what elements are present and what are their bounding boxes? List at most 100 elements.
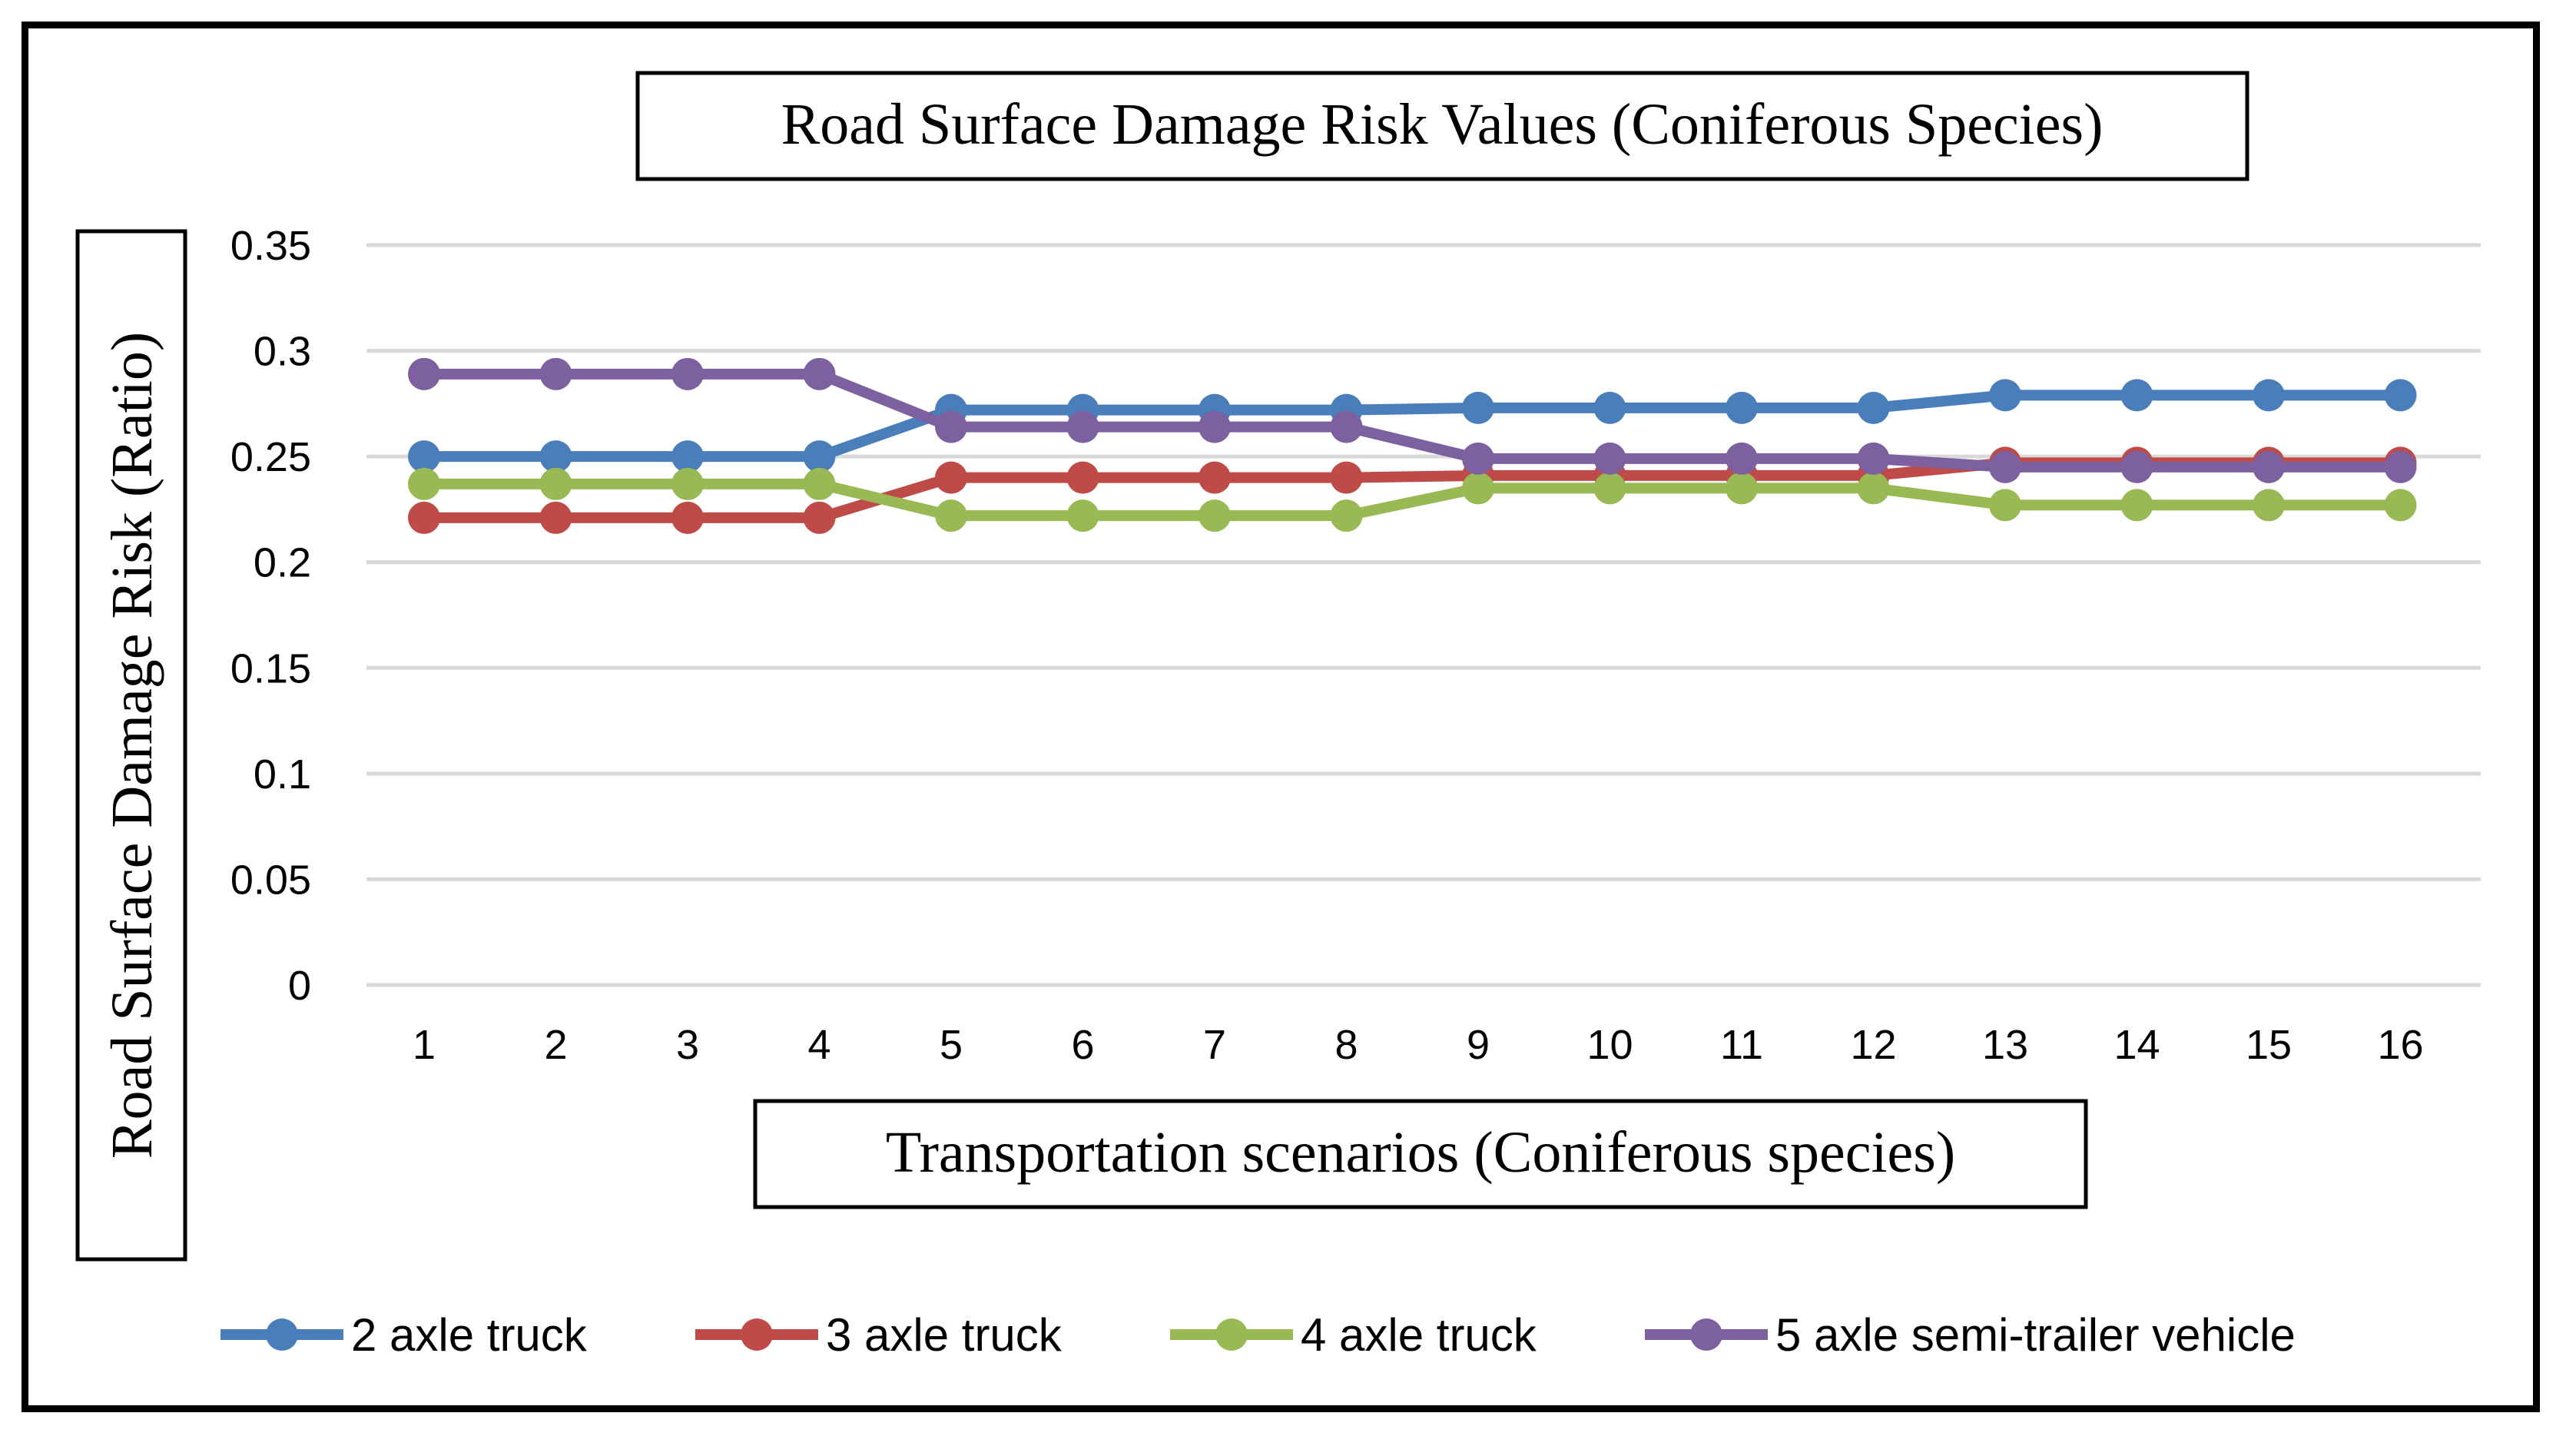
data-point [1989, 489, 2021, 522]
data-point [803, 357, 836, 390]
data-point [1462, 472, 1494, 505]
x-tick-label: 1 [413, 1022, 436, 1068]
x-tick-label: 14 [2114, 1022, 2160, 1068]
data-point [539, 440, 572, 473]
data-point [1198, 461, 1231, 494]
x-tick-label: 2 [544, 1022, 567, 1068]
legend-item: 5 axle semi-trailer vehicle [1645, 1309, 2296, 1361]
legend-item: 4 axle truck [1170, 1309, 1537, 1361]
x-tick-label: 8 [1334, 1022, 1358, 1068]
data-point [2120, 450, 2153, 483]
x-tick-label: 7 [1203, 1022, 1226, 1068]
data-point [1857, 442, 1890, 475]
series-line [424, 478, 2401, 522]
data-point [1726, 442, 1758, 475]
data-point [408, 357, 440, 390]
y-tick-label: 0.05 [230, 857, 311, 903]
y-tick-label: 0.25 [230, 434, 311, 480]
title-box [635, 71, 2249, 181]
legend-marker [1215, 1318, 1248, 1351]
data-point [408, 501, 440, 534]
x-tick-label: 11 [1720, 1022, 1763, 1068]
x-tick-label: 3 [676, 1022, 699, 1068]
legend-label: 4 axle truck [1301, 1309, 1537, 1361]
data-point [935, 410, 967, 443]
y-tick-labels: 0 0.05 0.1 0.15 0.2 0.25 0.3 0.35 [230, 223, 311, 1009]
data-point [1462, 391, 1494, 424]
data-point [2120, 379, 2153, 412]
y-tick-label: 0.15 [230, 645, 311, 691]
y-tick-label: 0.2 [254, 540, 311, 586]
series-line [424, 368, 2401, 473]
data-point [1462, 442, 1494, 475]
data-point [671, 440, 704, 473]
y-tick-label: 0.35 [230, 223, 311, 269]
data-point [1989, 379, 2021, 412]
data-point [1330, 410, 1363, 443]
series-line [424, 390, 2401, 463]
data-point [2384, 450, 2417, 483]
data-point [671, 357, 704, 390]
legend-marker [266, 1318, 298, 1351]
data-point [2253, 379, 2285, 412]
data-point [2120, 489, 2153, 522]
data-point [935, 461, 967, 494]
data-point [2384, 379, 2417, 412]
ylabel-box [75, 229, 187, 1262]
data-point [539, 467, 572, 500]
data-point [539, 357, 572, 390]
legend-label: 3 axle truck [826, 1309, 1063, 1361]
x-tick-label: 6 [1071, 1022, 1094, 1068]
data-point [1593, 442, 1626, 475]
legend-label: 5 axle semi-trailer vehicle [1775, 1309, 2296, 1361]
legend-item: 3 axle truck [695, 1309, 1063, 1361]
data-point [1330, 461, 1363, 494]
legend-item: 2 axle truck [220, 1309, 588, 1361]
gridlines [366, 243, 2481, 987]
data-point [803, 501, 836, 534]
x-tick-label: 16 [2377, 1022, 2423, 1068]
data-point [935, 499, 967, 532]
data-point [1066, 499, 1099, 532]
legend: 2 axle truck 3 axle truck 4 axle truck 5 ax… [220, 1309, 2296, 1361]
y-tick-label: 0 [288, 963, 311, 1009]
data-point [2253, 489, 2285, 522]
data-point [1726, 391, 1758, 424]
data-point [2253, 450, 2285, 483]
legend-marker [741, 1318, 773, 1351]
data-point [1198, 499, 1231, 532]
x-tick-label: 5 [940, 1022, 963, 1068]
data-point [408, 467, 440, 500]
x-tick-labels: 1 2 3 4 5 6 7 8 9 10 11 12 13 14 15 16 [413, 1022, 2424, 1068]
data-point [539, 501, 572, 534]
data-point [1593, 472, 1626, 505]
data-point [1330, 499, 1363, 532]
data-point [408, 440, 440, 473]
chart-frame: Road Surface Damage Risk Values (Conifer… [22, 22, 2540, 1412]
data-point [671, 501, 704, 534]
data-point [1066, 461, 1099, 494]
data-point [671, 467, 704, 500]
x-tick-label: 13 [1982, 1022, 2028, 1068]
y-tick-label: 0.1 [254, 751, 311, 798]
data-point [1726, 472, 1758, 505]
x-tick-label: 10 [1586, 1022, 1633, 1068]
y-axis-label: Road Surface Damage Risk (Ratio) [100, 332, 164, 1159]
data-point [1989, 450, 2021, 483]
chart-title: Road Surface Damage Risk Values (Conifer… [781, 92, 2104, 157]
data-point [1857, 472, 1890, 505]
line-chart: Road Surface Damage Risk Values (Conifer… [75, 71, 2481, 1361]
data-point [803, 440, 836, 473]
series-4 [408, 357, 2417, 483]
data-point [1857, 391, 1890, 424]
data-point [1593, 391, 1626, 424]
data-point [803, 467, 836, 500]
y-tick-label: 0.3 [254, 329, 311, 375]
x-tick-label: 4 [807, 1022, 830, 1068]
series-3 [408, 467, 2417, 532]
data-point [2384, 489, 2417, 522]
x-tick-label: 15 [2246, 1022, 2292, 1068]
legend-marker [1690, 1318, 1722, 1351]
legend-label: 2 axle truck [351, 1309, 588, 1361]
x-axis-label: Transportation scenarios (Coniferous spe… [886, 1120, 1955, 1185]
